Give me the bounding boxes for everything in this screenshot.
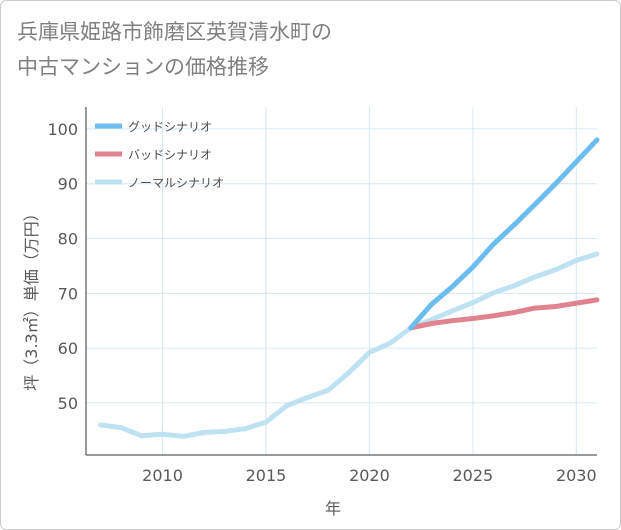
- tick-labels: 2010 2015 2020 2025 2030 50 60 70 80 90 100: [47, 120, 596, 485]
- y-tick-label: 60: [58, 339, 78, 358]
- x-tick-label: 2030: [556, 466, 597, 485]
- plot-frame: [85, 107, 597, 456]
- y-tick-label: 100: [47, 120, 78, 139]
- y-tick-label: 80: [58, 230, 78, 249]
- y-tick-label: 90: [58, 175, 78, 194]
- x-tick-label: 2015: [246, 466, 287, 485]
- chart-title-line-1: 兵庫県姫路市飾磨区英賀清水町の: [17, 20, 332, 44]
- y-tick-label: 70: [58, 284, 78, 303]
- series-line-bad-scenario: [408, 297, 600, 331]
- series-lines: [98, 137, 600, 439]
- x-axis-title: 年: [325, 499, 341, 518]
- y-axis-title: 坪（3.3㎡）単価（万円）: [22, 205, 41, 390]
- grid-lines: [86, 107, 597, 455]
- y-tick-label: 50: [58, 394, 78, 413]
- chart-title-line-2: 中古マンションの価格推移: [17, 55, 269, 79]
- x-tick-label: 2010: [142, 466, 183, 485]
- legend-label-normal-scenario: ノーマルシナリオ: [128, 176, 224, 190]
- series-line-normal-scenario: [98, 251, 600, 439]
- x-tick-label: 2020: [349, 466, 390, 485]
- x-tick-label: 2025: [453, 466, 494, 485]
- legend-label-good-scenario: グッドシナリオ: [128, 120, 212, 134]
- legend-label-bad-scenario: バッドシナリオ: [128, 148, 212, 162]
- series-line-good-scenario: [408, 137, 600, 331]
- chart-title: 兵庫県姫路市飾磨区英賀清水町の 中古マンションの価格推移: [17, 15, 332, 85]
